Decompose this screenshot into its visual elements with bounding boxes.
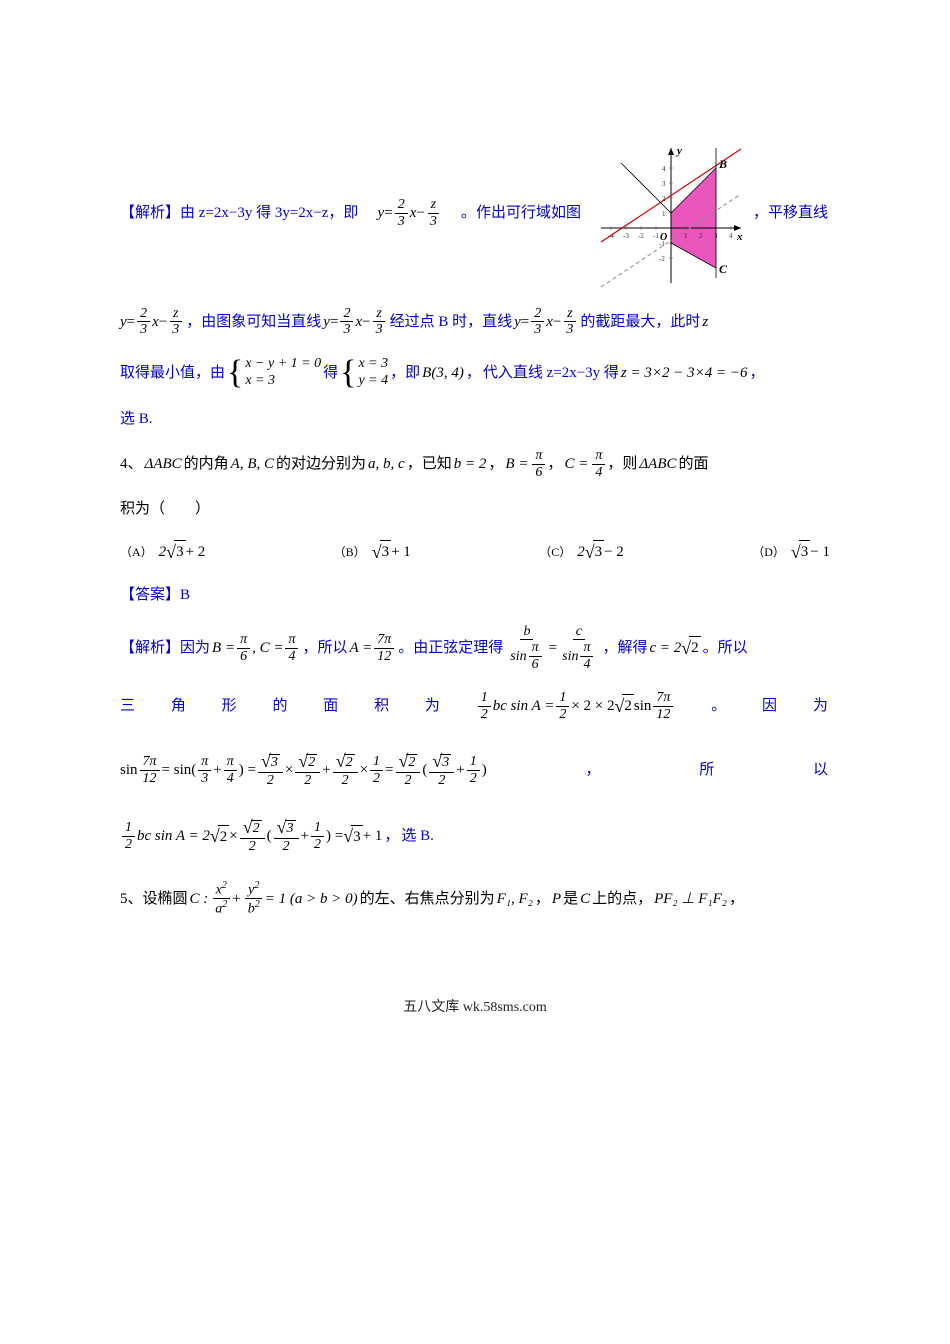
svg-text:-2: -2 xyxy=(638,232,644,240)
p3-intro-prefix: 【解析】由 z=2x−3y 得 3y=2x−z，即 xyxy=(120,202,358,225)
page-footer: 五八文库 wk.58sms.com xyxy=(120,997,830,1018)
svg-text:C: C xyxy=(719,262,728,276)
q4-sol-line3: sin 7π12 = sin( π3 + π4 ) = √32 × √22 + … xyxy=(120,752,830,788)
q4-sol-line4: 12 bc sin A = 2 √2 × √22 ( √32 + 12 ) = … xyxy=(120,818,830,854)
svg-text:y: y xyxy=(675,145,682,157)
p3-eq1-y: y xyxy=(378,202,385,225)
svg-text:4: 4 xyxy=(662,165,666,173)
feasible-region-graph: x y O -4-3-2-1 1234 xyxy=(591,138,751,288)
q4-answer: 【答案】B xyxy=(120,584,830,607)
p3-line2: y = 23 x − z3 ，由图象可知当直线 y = 23 x − z3 经过… xyxy=(120,306,830,338)
q4-option-d: （D） √3 − 1 xyxy=(752,539,830,566)
q4-option-a: （A） 2 √3 + 2 xyxy=(120,539,205,566)
svg-text:-2: -2 xyxy=(659,255,665,263)
svg-text:B: B xyxy=(718,157,727,171)
p3-intro-after: 。作出可行域如图 xyxy=(461,202,581,225)
svg-text:-1: -1 xyxy=(653,232,659,240)
q4-sol-line1: 【解析】因为 B = π6 , C = π4 ，所以 A = 7π12 。由正弦… xyxy=(120,624,830,672)
svg-text:-3: -3 xyxy=(623,232,629,240)
q4-stem-line1: 4、 ΔABC 的内角 A, B, C 的对边分别为 a, b, c ，已知 b… xyxy=(120,448,830,480)
q4-sol-line2: 三 角 形 的 面 积 为 12 bc sin A = 12 × 2 × 2 √… xyxy=(120,690,830,722)
svg-text:4: 4 xyxy=(729,232,733,240)
q4-option-c: （C） 2 √3 − 2 xyxy=(539,539,624,566)
q4-stem-line2: 积为（ ） xyxy=(120,498,830,521)
p3-intro-tail: ，平移直线 xyxy=(753,202,828,225)
svg-text:3: 3 xyxy=(662,180,666,188)
svg-text:1: 1 xyxy=(662,210,666,218)
svg-text:2: 2 xyxy=(699,232,703,240)
p3-line3: 取得最小值，由 { x − y + 1 = 0x = 3 得 { x = 3y … xyxy=(120,356,830,390)
svg-text:x: x xyxy=(736,231,743,243)
p3-answer: 选 B. xyxy=(120,408,830,431)
svg-text:1: 1 xyxy=(684,232,688,240)
q4-option-b: （B） √3 + 1 xyxy=(334,539,411,566)
q5-stem: 5、设椭圆 C : x2a2 + y2b2 = 1 (a > b > 0) 的左… xyxy=(120,880,830,917)
p3-line1: 【解析】由 z=2x−3y 得 3y=2x−z，即 y = 23 x − z3 … xyxy=(120,138,830,288)
q4-options: （A） 2 √3 + 2 （B） √3 + 1 （C） 2 √3 − 2 （D）… xyxy=(120,539,830,566)
page-content: 【解析】由 z=2x−3y 得 3y=2x−z，即 y = 23 x − z3 … xyxy=(0,0,950,1078)
